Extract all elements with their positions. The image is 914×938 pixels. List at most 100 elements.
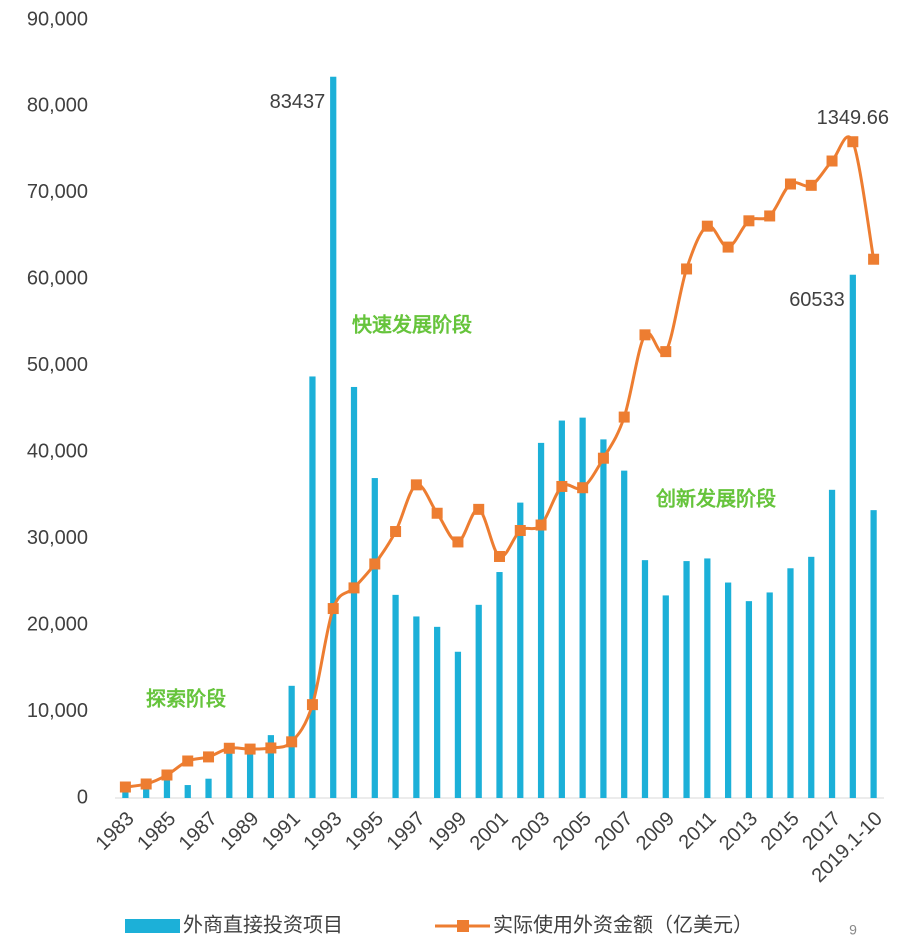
legend-swatch	[125, 919, 180, 933]
x-tick-label: 1983	[92, 808, 139, 855]
bar	[454, 651, 462, 798]
x-tick-label: 2011	[675, 808, 721, 854]
y-tick-label: 30,000	[27, 527, 88, 549]
line-marker	[681, 263, 693, 275]
bar	[413, 616, 420, 798]
x-tick-label: 1999	[424, 808, 471, 855]
bar	[143, 781, 150, 798]
line-marker	[556, 480, 568, 492]
line-marker	[701, 220, 713, 232]
bar	[849, 274, 856, 798]
bar	[579, 417, 586, 798]
bar	[808, 556, 815, 798]
bar	[537, 442, 545, 798]
line-marker	[140, 778, 152, 790]
bar	[267, 735, 274, 798]
x-tick-label: 2013	[715, 808, 762, 855]
y-tick-label: 50,000	[27, 354, 88, 376]
annotation: 探索阶段	[146, 686, 226, 710]
line-marker	[618, 411, 630, 423]
x-tick-label: 1989	[216, 808, 263, 855]
bar	[392, 594, 399, 798]
line-marker	[223, 742, 235, 754]
bar	[766, 592, 773, 798]
line-marker	[535, 519, 547, 531]
x-tick-label: 2007	[590, 808, 637, 855]
bar	[371, 478, 378, 798]
y-tick-label: 0	[77, 786, 88, 808]
line-marker	[431, 507, 443, 519]
data-label: 1349.66	[817, 107, 889, 129]
page-number: 9	[849, 922, 857, 938]
legend-swatch	[457, 920, 469, 932]
line-marker	[639, 329, 651, 341]
line-marker	[577, 482, 589, 494]
line-marker	[348, 582, 360, 594]
bar	[309, 376, 316, 798]
data-label: 83437	[270, 91, 326, 113]
bar	[725, 582, 732, 798]
line-marker	[743, 215, 755, 227]
bar	[745, 601, 753, 798]
bar	[558, 420, 565, 798]
line-marker	[784, 178, 796, 190]
x-tick-label: 2009	[632, 808, 679, 855]
line-marker	[805, 179, 817, 191]
line-marker	[182, 755, 194, 767]
line-marker	[452, 536, 464, 548]
line-marker	[161, 769, 173, 781]
x-tick-label: 1997	[383, 808, 430, 855]
line-marker	[847, 136, 859, 148]
bar	[184, 785, 191, 798]
y-tick-label: 90,000	[27, 8, 88, 30]
line-marker	[660, 346, 672, 358]
bar	[163, 771, 171, 798]
line-marker	[327, 603, 339, 615]
line-marker	[868, 253, 880, 265]
line-marker	[826, 155, 838, 167]
line-marker	[597, 452, 609, 464]
bar	[226, 746, 233, 798]
x-tick-label: 2003	[507, 808, 554, 855]
y-tick-label: 60,000	[27, 268, 88, 290]
line-marker	[410, 479, 422, 491]
bar	[662, 595, 669, 798]
bar	[122, 792, 129, 798]
line-marker	[473, 503, 485, 515]
line-marker	[494, 550, 505, 562]
x-tick-label: 1987	[175, 808, 222, 855]
line-marker	[203, 751, 215, 763]
y-tick-label: 10,000	[27, 700, 88, 722]
bar	[475, 604, 482, 798]
bar	[621, 470, 628, 798]
bar	[828, 489, 836, 798]
x-tick-label: 2001	[466, 808, 513, 855]
bar	[434, 626, 441, 798]
x-tick-label: 1985	[133, 808, 180, 855]
bar	[246, 748, 254, 798]
line-marker	[119, 781, 131, 793]
line-marker	[722, 241, 734, 253]
x-tick-label: 1995	[341, 808, 388, 855]
bar	[517, 502, 524, 798]
data-label: 60533	[789, 289, 845, 311]
line-marker	[244, 743, 256, 755]
bar	[787, 568, 794, 798]
y-tick-label: 80,000	[27, 95, 88, 117]
x-tick-label: 2015	[757, 808, 804, 855]
bar	[704, 558, 711, 798]
line-marker	[306, 699, 318, 711]
bar	[641, 560, 649, 798]
bar	[600, 439, 607, 798]
x-tick-label: 1993	[299, 808, 346, 855]
x-tick-label: 1991	[258, 808, 305, 855]
bar	[870, 510, 877, 798]
line-marker	[764, 210, 776, 222]
annotation: 快速发展阶段	[352, 312, 472, 336]
line-marker	[286, 736, 298, 748]
annotation: 创新发展阶段	[655, 486, 776, 510]
line-marker	[390, 526, 402, 538]
line-marker	[265, 742, 277, 754]
bar	[330, 76, 337, 798]
